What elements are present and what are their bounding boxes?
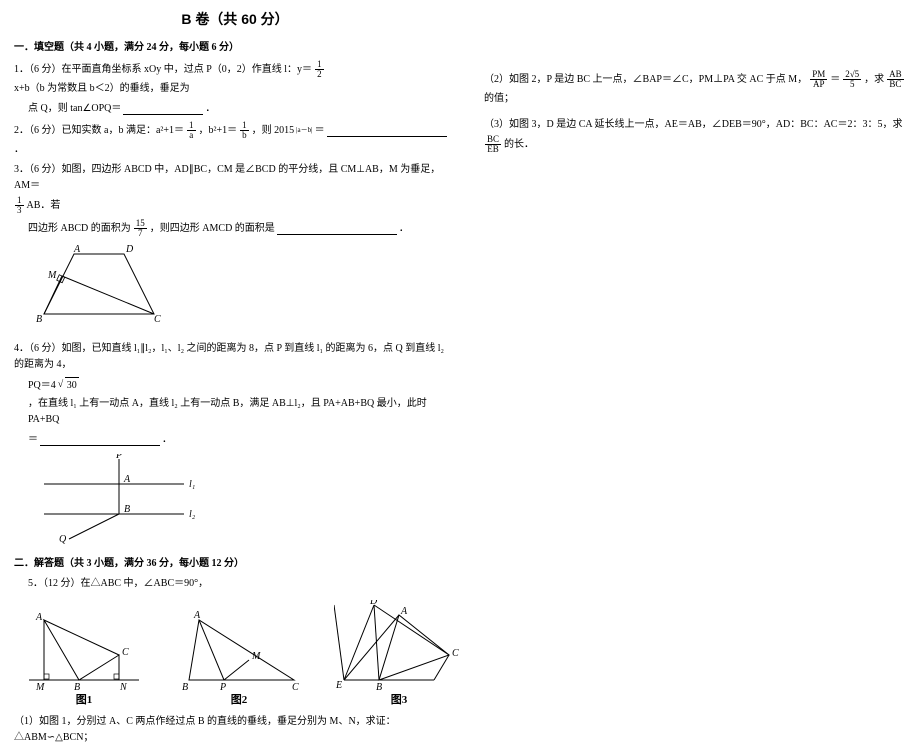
q2-text-b: ，b²+1＝ bbox=[199, 123, 238, 139]
q5-2c: 的值； bbox=[484, 91, 514, 107]
svg-text:Q: Q bbox=[59, 534, 67, 544]
q2-exp: |a－b| bbox=[296, 125, 312, 136]
page: B 卷（共 60 分） 一．填空题（共 4 小题，满分 24 分，每小题 6 分… bbox=[0, 0, 920, 637]
q4-text-e: ． bbox=[162, 432, 172, 448]
right-column: （2）如图 2，P 是边 BC 上一点，∠BAP＝∠C，PM⊥PA 交 AC 于… bbox=[470, 0, 920, 637]
q5-part3: （3）如图 3，D 是边 CA 延长线上一点，AE＝AB，∠DEB＝90°，AD… bbox=[484, 117, 906, 154]
q4-line3: ＝ ． bbox=[28, 432, 456, 448]
fig3-block: D A C E B 图3 bbox=[334, 600, 464, 710]
svg-text:D: D bbox=[369, 600, 378, 607]
svg-text:M: M bbox=[47, 270, 57, 281]
svg-text:l₂: l₂ bbox=[189, 509, 196, 520]
svg-text:D: D bbox=[125, 244, 134, 255]
q2-blank bbox=[327, 125, 447, 137]
q5-text-a: 5．（12 分）在△ABC 中，∠ABC＝90°， bbox=[28, 576, 208, 592]
svg-text:M: M bbox=[251, 651, 261, 662]
q5-part2: （2）如图 2，P 是边 BC 上一点，∠BAP＝∠C，PM⊥PA 交 AC 于… bbox=[484, 70, 906, 107]
frac-2sqrt5: 2√5 5 bbox=[843, 70, 861, 89]
svg-text:B: B bbox=[124, 504, 130, 515]
q3-text-d: ，则四边形 AMCD 的面积是 bbox=[150, 221, 275, 237]
svg-text:B: B bbox=[36, 314, 42, 325]
svg-text:N: N bbox=[119, 682, 128, 690]
svg-text:A: A bbox=[400, 606, 408, 617]
frac-bc-eb: BC EB bbox=[485, 135, 501, 154]
q1-blank bbox=[123, 103, 203, 115]
frac-ab-bc: AB BC bbox=[887, 70, 904, 89]
q4-figure: P A B Q l₁ l₂ bbox=[34, 454, 456, 550]
svg-text:P: P bbox=[115, 454, 122, 461]
eq1: ＝ bbox=[830, 72, 840, 88]
exam-title: B 卷（共 60 分） bbox=[14, 8, 456, 30]
svg-text:A: A bbox=[35, 612, 43, 623]
svg-text:C: C bbox=[292, 682, 299, 690]
q1-text-c: 点 Q，则 tan∠OPQ＝ bbox=[28, 101, 121, 117]
q2-text-a: 2．（6 分）已知实数 a，b 满足：a²+1＝ bbox=[14, 123, 184, 139]
svg-text:E: E bbox=[335, 680, 342, 690]
svg-text:C: C bbox=[452, 648, 459, 659]
frac-13: 1 3 bbox=[15, 196, 24, 215]
fig2-block: A B C P M 图2 bbox=[174, 610, 304, 710]
frac-pm-ap: PM AP bbox=[810, 70, 827, 89]
svg-text:C: C bbox=[154, 314, 161, 325]
svg-text:l₁: l₁ bbox=[189, 479, 195, 490]
section2-head: 二．解答题（共 3 小题，满分 36 分，每小题 12 分） bbox=[14, 556, 456, 572]
q4-sqrt: 30 bbox=[65, 377, 79, 394]
frac-1a: 1 a bbox=[187, 121, 196, 140]
q2-text-e: ． bbox=[14, 142, 24, 158]
q5-2a: （2）如图 2，P 是边 BC 上一点，∠BAP＝∠C，PM⊥PA 交 AC 于… bbox=[484, 72, 807, 88]
q4-blank bbox=[40, 434, 160, 446]
q5-figures: A C B M N 图1 A B C P M bbox=[24, 600, 456, 710]
q1-text-b: x+b（b 为常数且 b＜2）的垂线，垂足为 bbox=[14, 81, 190, 97]
svg-text:M: M bbox=[35, 682, 45, 690]
q2-line: 2．（6 分）已知实数 a，b 满足：a²+1＝ 1 a ，b²+1＝ 1 b … bbox=[14, 121, 456, 158]
svg-text:P: P bbox=[219, 682, 226, 690]
q1-line1: 1．（6 分）在平面直角坐标系 xOy 中，过点 P（0，2）作直线 l：y＝ … bbox=[14, 60, 456, 97]
svg-text:C: C bbox=[122, 647, 129, 658]
q3-blank bbox=[277, 223, 397, 235]
q2-text-c: ，则 2015 bbox=[252, 123, 295, 139]
svg-text:B: B bbox=[74, 682, 80, 690]
q3-line2: 四边形 ABCD 的面积为 15 7 ，则四边形 AMCD 的面积是 ． bbox=[28, 219, 456, 238]
frac-half: 1 2 bbox=[315, 60, 324, 79]
q1-line2: 点 Q，则 tan∠OPQ＝ ． bbox=[28, 101, 456, 117]
q5-3a: （3）如图 3，D 是边 CA 延长线上一点，AE＝AB，∠DEB＝90°，AD… bbox=[484, 117, 902, 133]
fig1-label: 图1 bbox=[76, 692, 93, 710]
q4-text-b: PQ＝4 bbox=[28, 378, 56, 394]
q2-text-d: ＝ bbox=[315, 123, 325, 139]
q3-text-c: 四边形 ABCD 的面积为 bbox=[28, 221, 131, 237]
q3-text-a: 3．（6 分）如图，四边形 ABCD 中，AD∥BC，CM 是∠BCD 的平分线… bbox=[14, 162, 456, 194]
fig3-label: 图3 bbox=[391, 692, 408, 710]
q5-1-text: （1）如图 1，分别过 A、C 两点作经过点 B 的直线的垂线，垂足分别为 M、… bbox=[14, 714, 456, 746]
q4-text-c: ，在直线 l₁ 上有一动点 A，直线 l₂ 上有一动点 B，满足 AB⊥l₂，且… bbox=[28, 396, 456, 428]
fig1-block: A C B M N 图1 bbox=[24, 610, 144, 710]
q5-part1: （1）如图 1，分别过 A、C 两点作经过点 B 的直线的垂线，垂足分别为 M、… bbox=[14, 714, 456, 746]
frac-157: 15 7 bbox=[134, 219, 147, 238]
svg-text:A: A bbox=[193, 610, 201, 621]
q5-2b: ，求 bbox=[864, 72, 884, 88]
svg-text:A: A bbox=[73, 244, 81, 255]
q4-line1: 4．（6 分）如图，已知直线 l₁∥l₂，l₁、l₂ 之间的距离为 8，点 P … bbox=[14, 341, 456, 373]
q1-text-d: ． bbox=[205, 101, 215, 117]
q3-text-b: AB．若 bbox=[27, 198, 61, 214]
q4-text-a: 4．（6 分）如图，已知直线 l₁∥l₂，l₁、l₂ 之间的距离为 8，点 P … bbox=[14, 341, 456, 373]
section1-head: 一．填空题（共 4 小题，满分 24 分，每小题 6 分） bbox=[14, 40, 456, 56]
q5-line1: 5．（12 分）在△ABC 中，∠ABC＝90°， bbox=[28, 576, 456, 592]
frac-1b: 1 b bbox=[240, 121, 249, 140]
svg-text:A: A bbox=[123, 474, 131, 485]
fig2-label: 图2 bbox=[231, 692, 248, 710]
left-column: B 卷（共 60 分） 一．填空题（共 4 小题，满分 24 分，每小题 6 分… bbox=[0, 0, 470, 637]
q4-line2: PQ＝4 30 ，在直线 l₁ 上有一动点 A，直线 l₂ 上有一动点 B，满足… bbox=[28, 377, 456, 428]
svg-text:B: B bbox=[376, 682, 382, 690]
q5-3b: 的长． bbox=[504, 137, 534, 153]
svg-text:B: B bbox=[182, 682, 188, 690]
q1-text-a: 1．（6 分）在平面直角坐标系 xOy 中，过点 P（0，2）作直线 l：y＝ bbox=[14, 62, 312, 78]
q3-line1: 3．（6 分）如图，四边形 ABCD 中，AD∥BC，CM 是∠BCD 的平分线… bbox=[14, 162, 456, 215]
q3-text-e: ． bbox=[399, 221, 409, 237]
q3-figure: A D B C M bbox=[34, 244, 456, 335]
q4-text-d: ＝ bbox=[28, 432, 38, 448]
